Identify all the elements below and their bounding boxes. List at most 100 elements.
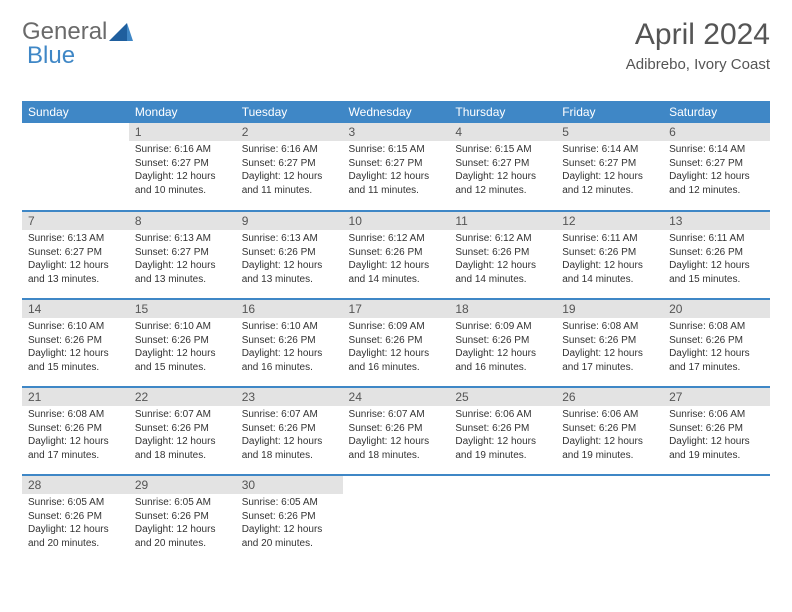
daylight-text: Daylight: 12 hours and 16 minutes. xyxy=(349,347,444,374)
col-thursday: Thursday xyxy=(449,101,556,123)
day-number: 4 xyxy=(449,123,556,141)
daylight-text: Daylight: 12 hours and 15 minutes. xyxy=(135,347,230,374)
calendar-cell: 1 Sunrise: 6:16 AMSunset: 6:27 PMDaylight… xyxy=(129,123,236,211)
day-body: Sunrise: 6:07 AMSunset: 6:26 PMDaylight:… xyxy=(129,406,236,466)
daylight-text: Daylight: 12 hours and 18 minutes. xyxy=(242,435,337,462)
day-body: Sunrise: 6:08 AMSunset: 6:26 PMDaylight:… xyxy=(22,406,129,466)
daylight-text: Daylight: 12 hours and 10 minutes. xyxy=(135,170,230,197)
title-block: April 2024 Adibrebo, Ivory Coast xyxy=(626,18,770,73)
day-body: Sunrise: 6:13 AMSunset: 6:26 PMDaylight:… xyxy=(236,230,343,290)
calendar-cell: 2Sunrise: 6:16 AMSunset: 6:27 PMDaylight… xyxy=(236,123,343,211)
day-number xyxy=(22,123,129,141)
sunset-text: Sunset: 6:26 PM xyxy=(349,334,444,348)
day-body: Sunrise: 6:15 AMSunset: 6:27 PMDaylight:… xyxy=(343,141,450,201)
day-number: 5 xyxy=(556,123,663,141)
day-number: 17 xyxy=(343,300,450,318)
daylight-text: Daylight: 12 hours and 19 minutes. xyxy=(669,435,764,462)
sunrise-text: Sunrise: 6:05 AM xyxy=(28,496,123,510)
day-number: 13 xyxy=(663,212,770,230)
calendar-cell: 18Sunrise: 6:09 AMSunset: 6:26 PMDayligh… xyxy=(449,299,556,387)
calendar-cell: 19Sunrise: 6:08 AMSunset: 6:26 PMDayligh… xyxy=(556,299,663,387)
day-number: 3 xyxy=(343,123,450,141)
day-body: Sunrise: 6:09 AMSunset: 6:26 PMDaylight:… xyxy=(343,318,450,378)
sunrise-text: Sunrise: 6:15 AM xyxy=(349,143,444,157)
sunset-text: Sunset: 6:26 PM xyxy=(669,334,764,348)
day-body: Sunrise: 6:12 AMSunset: 6:26 PMDaylight:… xyxy=(449,230,556,290)
day-body: Sunrise: 6:05 AMSunset: 6:26 PMDaylight:… xyxy=(129,494,236,554)
sunrise-text: Sunrise: 6:16 AM xyxy=(135,143,230,157)
calendar-cell: 14Sunrise: 6:10 AMSunset: 6:26 PMDayligh… xyxy=(22,299,129,387)
day-number: 22 xyxy=(129,388,236,406)
logo-triangle-icon xyxy=(109,23,133,41)
day-body: Sunrise: 6:12 AMSunset: 6:26 PMDaylight:… xyxy=(343,230,450,290)
day-body: Sunrise: 6:09 AMSunset: 6:26 PMDaylight:… xyxy=(449,318,556,378)
day-body: Sunrise: 6:11 AMSunset: 6:26 PMDaylight:… xyxy=(663,230,770,290)
day-number: 14 xyxy=(22,300,129,318)
calendar-cell: 13Sunrise: 6:11 AMSunset: 6:26 PMDayligh… xyxy=(663,211,770,299)
sunset-text: Sunset: 6:26 PM xyxy=(135,510,230,524)
daylight-text: Daylight: 12 hours and 12 minutes. xyxy=(562,170,657,197)
daylight-text: Daylight: 12 hours and 16 minutes. xyxy=(242,347,337,374)
day-number: 12 xyxy=(556,212,663,230)
sunset-text: Sunset: 6:26 PM xyxy=(562,334,657,348)
calendar-cell: 3Sunrise: 6:15 AMSunset: 6:27 PMDaylight… xyxy=(343,123,450,211)
sunset-text: Sunset: 6:27 PM xyxy=(242,157,337,171)
sunset-text: Sunset: 6:26 PM xyxy=(562,422,657,436)
sunset-text: Sunset: 6:26 PM xyxy=(669,422,764,436)
sunset-text: Sunset: 6:27 PM xyxy=(669,157,764,171)
daylight-text: Daylight: 12 hours and 14 minutes. xyxy=(562,259,657,286)
sunset-text: Sunset: 6:26 PM xyxy=(562,246,657,260)
calendar-cell: 25Sunrise: 6:06 AMSunset: 6:26 PMDayligh… xyxy=(449,387,556,475)
sunrise-text: Sunrise: 6:10 AM xyxy=(242,320,337,334)
daylight-text: Daylight: 12 hours and 13 minutes. xyxy=(28,259,123,286)
calendar-cell: 10Sunrise: 6:12 AMSunset: 6:26 PMDayligh… xyxy=(343,211,450,299)
sunrise-text: Sunrise: 6:06 AM xyxy=(562,408,657,422)
sunset-text: Sunset: 6:27 PM xyxy=(28,246,123,260)
daylight-text: Daylight: 12 hours and 11 minutes. xyxy=(349,170,444,197)
daylight-text: Daylight: 12 hours and 15 minutes. xyxy=(669,259,764,286)
day-number: 2 xyxy=(236,123,343,141)
sunset-text: Sunset: 6:27 PM xyxy=(562,157,657,171)
sunset-text: Sunset: 6:26 PM xyxy=(242,334,337,348)
day-body: Sunrise: 6:08 AMSunset: 6:26 PMDaylight:… xyxy=(663,318,770,378)
daylight-text: Daylight: 12 hours and 14 minutes. xyxy=(349,259,444,286)
sunset-text: Sunset: 6:27 PM xyxy=(135,157,230,171)
day-number: 27 xyxy=(663,388,770,406)
sunset-text: Sunset: 6:26 PM xyxy=(28,510,123,524)
calendar-cell: 28Sunrise: 6:05 AMSunset: 6:26 PMDayligh… xyxy=(22,475,129,563)
logo-text-2: Blue xyxy=(27,42,75,69)
daylight-text: Daylight: 12 hours and 14 minutes. xyxy=(455,259,550,286)
day-number xyxy=(343,476,450,494)
sunrise-text: Sunrise: 6:06 AM xyxy=(669,408,764,422)
sunrise-text: Sunrise: 6:09 AM xyxy=(349,320,444,334)
sunrise-text: Sunrise: 6:11 AM xyxy=(669,232,764,246)
col-sunday: Sunday xyxy=(22,101,129,123)
day-body: Sunrise: 6:13 AMSunset: 6:27 PMDaylight:… xyxy=(129,230,236,290)
day-number xyxy=(449,476,556,494)
sunrise-text: Sunrise: 6:06 AM xyxy=(455,408,550,422)
day-number: 20 xyxy=(663,300,770,318)
daylight-text: Daylight: 12 hours and 12 minutes. xyxy=(669,170,764,197)
sunrise-text: Sunrise: 6:13 AM xyxy=(242,232,337,246)
sunrise-text: Sunrise: 6:08 AM xyxy=(669,320,764,334)
daylight-text: Daylight: 12 hours and 17 minutes. xyxy=(562,347,657,374)
sunrise-text: Sunrise: 6:13 AM xyxy=(135,232,230,246)
daylight-text: Daylight: 12 hours and 17 minutes. xyxy=(669,347,764,374)
calendar-cell: 5Sunrise: 6:14 AMSunset: 6:27 PMDaylight… xyxy=(556,123,663,211)
sunrise-text: Sunrise: 6:12 AM xyxy=(349,232,444,246)
calendar-cell: 22Sunrise: 6:07 AMSunset: 6:26 PMDayligh… xyxy=(129,387,236,475)
day-body: Sunrise: 6:06 AMSunset: 6:26 PMDaylight:… xyxy=(556,406,663,466)
calendar-cell: 17Sunrise: 6:09 AMSunset: 6:26 PMDayligh… xyxy=(343,299,450,387)
calendar-cell: 26Sunrise: 6:06 AMSunset: 6:26 PMDayligh… xyxy=(556,387,663,475)
calendar-cell xyxy=(449,475,556,563)
calendar-cell: 6Sunrise: 6:14 AMSunset: 6:27 PMDaylight… xyxy=(663,123,770,211)
sunset-text: Sunset: 6:27 PM xyxy=(135,246,230,260)
day-number: 8 xyxy=(129,212,236,230)
daylight-text: Daylight: 12 hours and 19 minutes. xyxy=(455,435,550,462)
sunrise-text: Sunrise: 6:05 AM xyxy=(135,496,230,510)
day-number: 1 xyxy=(129,123,236,141)
daylight-text: Daylight: 12 hours and 19 minutes. xyxy=(562,435,657,462)
col-tuesday: Tuesday xyxy=(236,101,343,123)
day-body: Sunrise: 6:08 AMSunset: 6:26 PMDaylight:… xyxy=(556,318,663,378)
sunset-text: Sunset: 6:27 PM xyxy=(455,157,550,171)
